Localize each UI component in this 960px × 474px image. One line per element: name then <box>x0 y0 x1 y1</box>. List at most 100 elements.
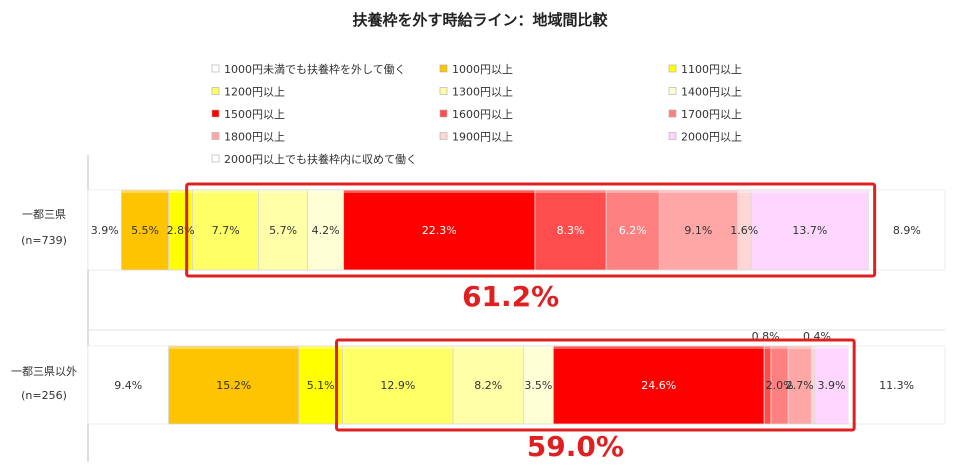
legend-swatch <box>668 109 677 118</box>
legend-item: 2000円以上でも扶養枠内に収めて働く <box>211 152 417 166</box>
highlight-total-label: 61.2% <box>462 280 559 313</box>
legend-swatch <box>439 87 448 95</box>
bar-segment-gloss <box>764 346 772 349</box>
segment-value-label: 5.1% <box>307 379 335 392</box>
legend-item: 1500円以上 <box>211 108 285 121</box>
bar-segment-gloss <box>811 346 815 349</box>
bar-segment <box>307 189 345 271</box>
legend-label: 1100円以上 <box>681 63 742 76</box>
legend-item: 1400円以上 <box>668 86 742 99</box>
segment-value-label: 7.7% <box>212 224 240 237</box>
bar-segment-gloss <box>88 346 169 349</box>
legend-swatch <box>211 109 220 118</box>
segment-value-label: 8.2% <box>474 379 502 392</box>
segment-value-label: 2.8% <box>167 224 195 237</box>
bar-segment <box>343 189 536 271</box>
legend-item: 1300円以上 <box>439 86 513 99</box>
bar-segment <box>847 345 946 425</box>
highlight-total-label: 59.0% <box>527 430 624 463</box>
segment-value-label: 2.7% <box>786 379 814 392</box>
bar-segment-gloss <box>342 346 454 349</box>
segment-value-label: 3.5% <box>524 379 552 392</box>
legend-label: 1000円以上 <box>452 63 513 76</box>
legend-swatch <box>211 132 220 140</box>
segment-value-label: 4.2% <box>312 224 340 237</box>
legend-label: 1500円以上 <box>224 108 285 121</box>
bar-segment-gloss <box>771 346 789 349</box>
legend-swatch <box>439 109 448 118</box>
segment-value-label: 9.4% <box>114 379 142 392</box>
bar-segment <box>168 345 300 425</box>
segment-value-label: 22.3% <box>422 224 457 237</box>
segment-value-label: 1.6% <box>730 224 758 237</box>
legend-label: 1800円以上 <box>224 131 285 144</box>
segment-value-label: 15.2% <box>216 379 251 392</box>
bar-segment-gloss <box>121 190 169 193</box>
legend-item: 1800円以上 <box>211 131 285 144</box>
legend-label: 1200円以上 <box>224 86 285 99</box>
bar-segment-gloss <box>258 190 308 193</box>
segment-value-label: 11.3% <box>879 379 914 392</box>
legend: 1000円未満でも扶養枠を外して働く 1000円以上 1100円以上 1200円以上 1… <box>211 62 742 166</box>
bar-segment-gloss <box>737 190 752 193</box>
highlight-box <box>335 338 856 432</box>
bar-segment-gloss <box>553 346 765 349</box>
legend-swatch <box>439 132 448 140</box>
bar-segment-gloss <box>814 346 849 349</box>
bar-segment-gloss <box>534 190 607 193</box>
bar-segment <box>522 345 554 425</box>
segment-value-label: 3.9% <box>91 224 119 237</box>
segment-value-label: 3.9% <box>817 379 845 392</box>
bar-segment-gloss <box>751 190 869 193</box>
bar-segment-gloss <box>307 190 344 193</box>
bar-segment-gloss <box>192 190 259 193</box>
legend-label: 1900円以上 <box>452 131 513 144</box>
legend-swatch <box>211 154 220 163</box>
bar-segment-gloss <box>343 190 535 193</box>
legend-swatch <box>668 87 677 95</box>
segment-value-label: 12.9% <box>380 379 415 392</box>
legend-item: 1200円以上 <box>211 86 285 99</box>
chart-title: 扶養枠を外す時給ライン：地域間比較 <box>352 11 608 29</box>
segment-value-label: 24.6% <box>641 379 676 392</box>
bar-segment <box>534 189 607 271</box>
legend-label: 1000円未満でも扶養枠を外して働く <box>224 62 406 76</box>
bar-segment-gloss <box>168 346 299 349</box>
legend-label: 1600円以上 <box>452 108 513 121</box>
row-sample-size: (n=739) <box>21 234 67 247</box>
segment-value-label: 9.1% <box>684 224 712 237</box>
legend-label: 2000円以上 <box>681 131 742 144</box>
bar-segment <box>192 189 260 271</box>
legend-item: 1000円未満でも扶養枠を外して働く <box>211 62 406 76</box>
bars: 一都三県 (n=739) 3.9% 5.5% 2.8% 7.7% 5.7% 4.2% 22.3%… <box>11 182 946 463</box>
row-label: 一都三県以外 <box>11 365 77 378</box>
segment-value-label: 8.3% <box>557 224 585 237</box>
row-label: 一都三県 <box>22 208 66 221</box>
bar-row: 一都三県 (n=739) 3.9% 5.5% 2.8% 7.7% 5.7% 4.2% 22.3%… <box>21 182 946 313</box>
bar-segment <box>168 189 194 271</box>
bar-segment-gloss <box>523 346 554 349</box>
row-sample-size: (n=256) <box>21 389 67 402</box>
bar-segment-gloss <box>659 190 738 193</box>
legend-item: 1900円以上 <box>439 131 513 144</box>
bar-segment-gloss <box>606 190 660 193</box>
bar-segment <box>552 345 765 425</box>
bar-segment <box>121 189 170 271</box>
legend-item: 1700円以上 <box>668 108 742 121</box>
legend-swatch <box>211 64 220 73</box>
segment-value-label: 13.7% <box>792 224 827 237</box>
legend-label: 1700円以上 <box>681 108 742 121</box>
legend-swatch <box>668 132 677 140</box>
segment-value-label: 6.2% <box>619 224 647 237</box>
bar-segment <box>814 345 849 425</box>
bar-segment <box>87 189 122 271</box>
legend-item: 1100円以上 <box>668 63 742 76</box>
highlight-box <box>185 182 877 278</box>
bar-segment-gloss <box>298 346 343 349</box>
segment-value-label: 2.0% <box>766 379 794 392</box>
legend-label: 1400円以上 <box>681 86 742 99</box>
bar-segment <box>868 189 946 271</box>
bar-segment-gloss <box>848 346 945 349</box>
